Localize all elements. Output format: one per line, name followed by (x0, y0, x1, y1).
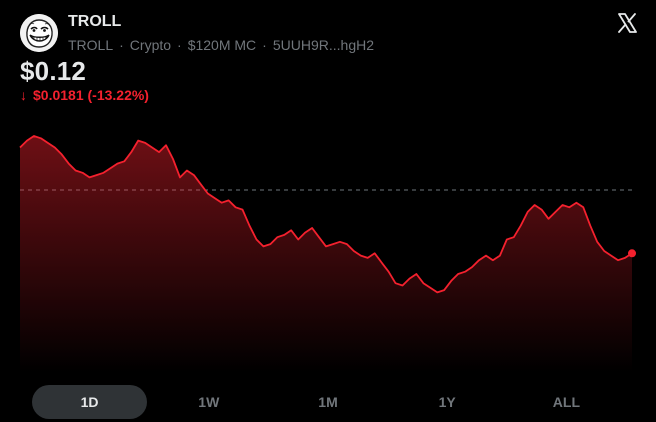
token-address[interactable]: 5UUH9R...hgH2 (272, 37, 374, 53)
current-price: $0.12 (20, 56, 87, 86)
meta-separator: · (262, 37, 267, 53)
token-symbol: TROLL (68, 37, 114, 53)
x-logo-close-icon[interactable] (614, 10, 640, 36)
meta-separator: · (119, 37, 124, 53)
close-button[interactable] (614, 10, 640, 36)
range-selector: 1D 1W 1M 1Y ALL (32, 384, 628, 420)
range-tab[interactable]: 1Y (438, 394, 456, 410)
current-price-dot (628, 249, 636, 258)
price-line (19, 135, 633, 294)
price-change-value: $0.0181 (-13.22%) (33, 87, 149, 103)
token-category: Crypto (129, 37, 172, 53)
range-tab[interactable]: 1W (198, 394, 220, 410)
arrow-down-icon: ↓ (20, 87, 27, 103)
token-avatar (20, 14, 58, 52)
market-cap: $120M MC (187, 37, 257, 53)
range-tab[interactable]: 1M (318, 394, 338, 410)
token-meta: TROLL · Crypto · $120M MC · 5UUH9R...hgH2 (68, 37, 374, 53)
token-name: TROLL (68, 13, 122, 30)
meta-separator: · (177, 37, 182, 53)
price-area (20, 136, 632, 372)
troll-face-icon (20, 14, 58, 52)
range-tab[interactable]: 1D (32, 385, 148, 419)
range-tab[interactable]: ALL (552, 394, 581, 410)
price-change: ↓ $0.0181 (-13.22%) (20, 87, 149, 103)
